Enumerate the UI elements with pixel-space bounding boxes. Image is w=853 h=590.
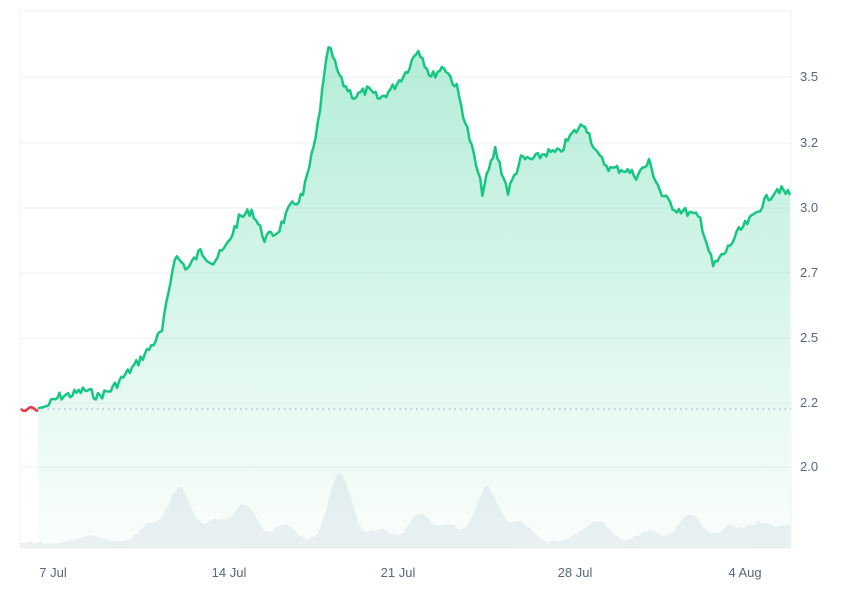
y-tick-label: 2.2 [800, 395, 819, 410]
y-tick-label: 2.0 [800, 459, 819, 474]
price-line-up [37, 46, 792, 410]
price-line-down [20, 405, 39, 413]
y-tick-label: 3.2 [800, 135, 819, 150]
y-tick-label: 2.5 [800, 330, 819, 345]
x-tick-label: 28 Jul [557, 565, 593, 580]
y-tick-label: 2.7 [800, 265, 819, 280]
x-tick-label: 4 Aug [728, 565, 762, 580]
x-tick-label: 7 Jul [39, 565, 67, 580]
y-tick-label: 3.0 [800, 200, 819, 215]
x-tick-label: 21 Jul [380, 565, 416, 580]
price-area-fill [38, 47, 791, 549]
y-tick-label: 3.5 [800, 69, 819, 84]
x-tick-label: 14 Jul [211, 565, 247, 580]
